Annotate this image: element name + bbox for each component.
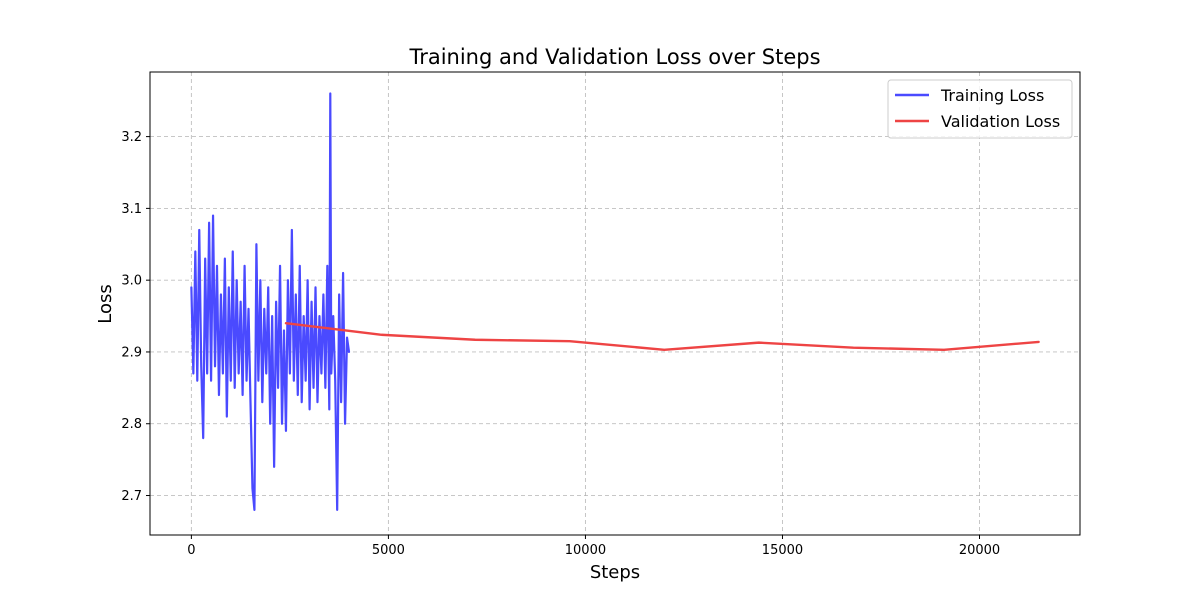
y-axis-title: Loss (95, 284, 116, 323)
chart-title: Training and Validation Loss over Steps (408, 45, 820, 69)
x-tick-label: 5000 (372, 543, 405, 558)
y-tick-label: 2.9 (121, 345, 142, 360)
x-tick-label: 10000 (565, 543, 606, 558)
legend-label-training-loss: Training Loss (940, 86, 1044, 105)
x-tick-label: 20000 (959, 543, 1000, 558)
y-tick-label: 2.8 (121, 417, 142, 432)
tick-layer: 0 5000 10000 15000 20000 2.7 2.8 2.9 3.0 3.1 3.2 (121, 130, 1000, 558)
y-tick-label: 3.2 (121, 130, 142, 145)
training-loss-line (190, 92, 351, 511)
y-tick-label: 3.1 (121, 202, 142, 217)
x-tick-label: 15000 (762, 543, 803, 558)
legend-label-validation-loss: Validation Loss (941, 112, 1060, 131)
y-tick-label: 2.7 (121, 489, 142, 504)
x-axis-title: Steps (590, 562, 640, 583)
series-layer (190, 92, 1040, 511)
validation-loss-line (284, 322, 1040, 351)
x-tick-label: 0 (187, 543, 195, 558)
legend-frame (887, 79, 1073, 139)
legend: Training Loss Validation Loss (887, 79, 1073, 139)
y-tick-label: 3.0 (121, 274, 142, 289)
axes-frame (149, 71, 1081, 536)
